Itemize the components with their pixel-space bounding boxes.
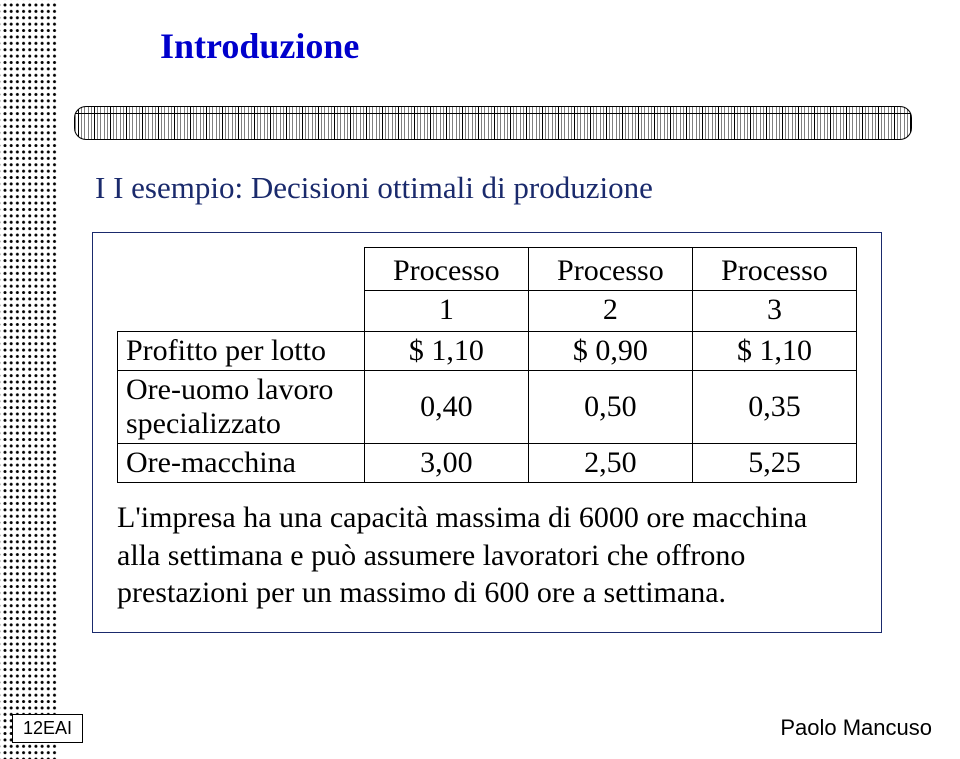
- table-row: Ore-macchina 3,00 2,50 5,25: [118, 444, 857, 483]
- content-box: Processo Processo Processo 1 2 3 Profitt…: [92, 232, 882, 633]
- table-cell: $ 1,10: [364, 332, 528, 371]
- subtitle: I I esempio: Decisioni ottimali di produ…: [95, 170, 653, 206]
- description-paragraph: L'impresa ha una capacità massima di 600…: [117, 499, 857, 612]
- page-title: Introduzione: [160, 25, 359, 67]
- divider-bar: [74, 106, 912, 140]
- col-header: Processo: [692, 248, 856, 291]
- table-cell: 5,25: [692, 444, 856, 483]
- col-header-num: 1: [364, 291, 528, 332]
- row-label: Profitto per lotto: [118, 332, 365, 371]
- table-cell: 0,50: [528, 371, 692, 444]
- table-cell: $ 1,10: [692, 332, 856, 371]
- table-cell: $ 0,90: [528, 332, 692, 371]
- table-cell: 0,35: [692, 371, 856, 444]
- col-header: Processo: [364, 248, 528, 291]
- table-cell: 2,50: [528, 444, 692, 483]
- footer-code: 12EAI: [12, 714, 83, 743]
- table-cell: 3,00: [364, 444, 528, 483]
- row-label: Ore-macchina: [118, 444, 365, 483]
- left-pattern-strip: [0, 0, 58, 759]
- col-header: Processo: [528, 248, 692, 291]
- table-cell: 0,40: [364, 371, 528, 444]
- table-corner: [118, 248, 365, 332]
- table-row: Ore-uomo lavoro specializzato 0,40 0,50 …: [118, 371, 857, 444]
- col-header-num: 3: [692, 291, 856, 332]
- footer-author: Paolo Mancuso: [780, 715, 932, 741]
- col-header-num: 2: [528, 291, 692, 332]
- table-row: Profitto per lotto $ 1,10 $ 0,90 $ 1,10: [118, 332, 857, 371]
- data-table: Processo Processo Processo 1 2 3 Profitt…: [117, 247, 857, 483]
- row-label: Ore-uomo lavoro specializzato: [118, 371, 365, 444]
